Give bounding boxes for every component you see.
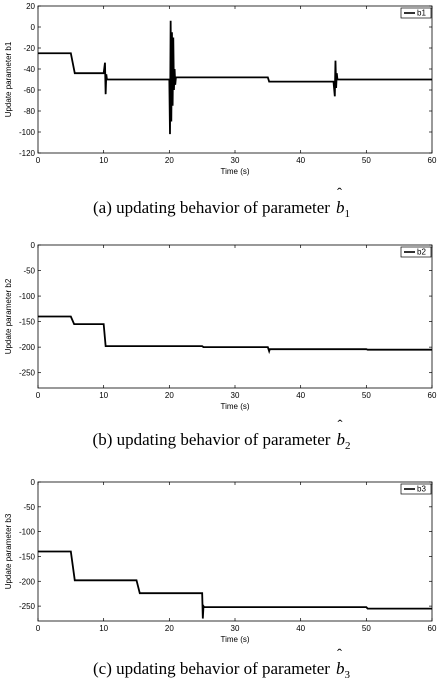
y-tick-label: 0 — [31, 23, 36, 32]
caption-b1-symbol: b1 — [336, 186, 350, 220]
y-axis-label: Update parameter b2 — [4, 278, 13, 354]
x-tick-label: 30 — [231, 391, 240, 400]
legend: b2 — [400, 246, 432, 258]
legend-box — [400, 483, 432, 495]
x-tick-label: 40 — [296, 624, 305, 633]
caption-b3-text: (c) updating behavior of parameter — [93, 659, 330, 678]
plot-area — [37, 244, 433, 389]
y-axis-label: Update parameter b1 — [4, 41, 13, 117]
x-axis-label: Time (s) — [220, 167, 249, 176]
x-axis-label: Time (s) — [220, 402, 249, 411]
legend: b3 — [400, 483, 432, 495]
legend-box — [400, 246, 432, 258]
y-tick-label: -150 — [19, 318, 36, 327]
x-tick-label: 30 — [231, 156, 240, 165]
legend-entry: b1 — [417, 9, 426, 18]
caption-b3-symbol: b3 — [336, 647, 350, 681]
x-tick-label: 0 — [36, 156, 41, 165]
y-tick-label: -120 — [19, 149, 36, 158]
y-tick-label: -80 — [23, 107, 35, 116]
x-tick-label: 50 — [362, 391, 371, 400]
y-tick-label: -20 — [23, 44, 35, 53]
x-tick-label: 10 — [99, 624, 108, 633]
y-tick-label: 20 — [26, 2, 35, 11]
x-tick-label: 40 — [296, 391, 305, 400]
x-axis-label: Time (s) — [220, 635, 249, 644]
legend-entry: b3 — [417, 485, 426, 494]
caption-b2-text: (b) updating behavior of parameter — [92, 430, 331, 449]
x-tick-label: 50 — [362, 624, 371, 633]
x-tick-label: 60 — [428, 391, 437, 400]
chart-panel-b1: 0 10 20 30 40 50 60 20 0 -20 -40 -60 -80 -100 -120 Time… — [0, 0, 443, 230]
x-tick-label: 50 — [362, 156, 371, 165]
series-line-b1 — [38, 20, 432, 135]
x-tick-label: 10 — [99, 156, 108, 165]
x-tick-label: 0 — [36, 391, 41, 400]
series-line-b3 — [38, 550, 432, 619]
y-tick-label: -100 — [19, 292, 36, 301]
y-tick-label: -50 — [23, 503, 35, 512]
legend: b1 — [400, 7, 432, 19]
caption-b2: (b) updating behavior of parameter b2 — [0, 418, 443, 452]
plot-area — [37, 481, 433, 622]
x-tick-label: 60 — [428, 624, 437, 633]
x-tick-label: 30 — [231, 624, 240, 633]
y-tick-label: -100 — [19, 128, 36, 137]
legend-entry: b2 — [417, 248, 426, 257]
y-tick-label: -50 — [23, 267, 35, 276]
legend-box — [400, 7, 432, 19]
x-tick-label: 40 — [296, 156, 305, 165]
chart-b1: 0 10 20 30 40 50 60 20 0 -20 -40 -60 -80 -100 -120 Time… — [4, 2, 437, 176]
y-tick-label: -150 — [19, 552, 36, 561]
chart-panel-b2: 0 10 20 30 40 50 60 0 -50 -100 -150 -200 -250 Time (s… — [0, 232, 443, 462]
y-axis-label: Update parameter b3 — [4, 513, 13, 589]
y-tick-label: -200 — [19, 343, 36, 352]
y-tick-label: -40 — [23, 65, 35, 74]
y-tick-label: -60 — [23, 86, 35, 95]
chart-b2: 0 10 20 30 40 50 60 0 -50 -100 -150 -200 -250 Time (s… — [4, 241, 437, 411]
x-tick-label: 0 — [36, 624, 41, 633]
caption-b1: (a) updating behavior of parameter b1 — [0, 186, 443, 220]
x-tick-label: 60 — [428, 156, 437, 165]
caption-b2-symbol: b2 — [336, 418, 350, 452]
y-tick-label: 0 — [31, 241, 36, 250]
chart-b3: 0 10 20 30 40 50 60 0 -50 -100 -150 -200 -250 Time (s… — [4, 478, 437, 644]
y-tick-label: -250 — [19, 602, 36, 611]
x-tick-label: 10 — [99, 391, 108, 400]
y-tick-label: 0 — [31, 478, 36, 487]
y-tick-label: -200 — [19, 577, 36, 586]
chart-panel-b3: 0 10 20 30 40 50 60 0 -50 -100 -150 -200 -250 Time (s… — [0, 463, 443, 693]
x-tick-label: 20 — [165, 624, 174, 633]
caption-b3: (c) updating behavior of parameter b3 — [0, 647, 443, 681]
x-tick-label: 20 — [165, 156, 174, 165]
y-tick-label: -250 — [19, 369, 36, 378]
series-line-b2 — [38, 315, 432, 355]
x-tick-label: 20 — [165, 391, 174, 400]
y-tick-label: -100 — [19, 528, 36, 537]
caption-b1-text: (a) updating behavior of parameter — [93, 198, 330, 217]
